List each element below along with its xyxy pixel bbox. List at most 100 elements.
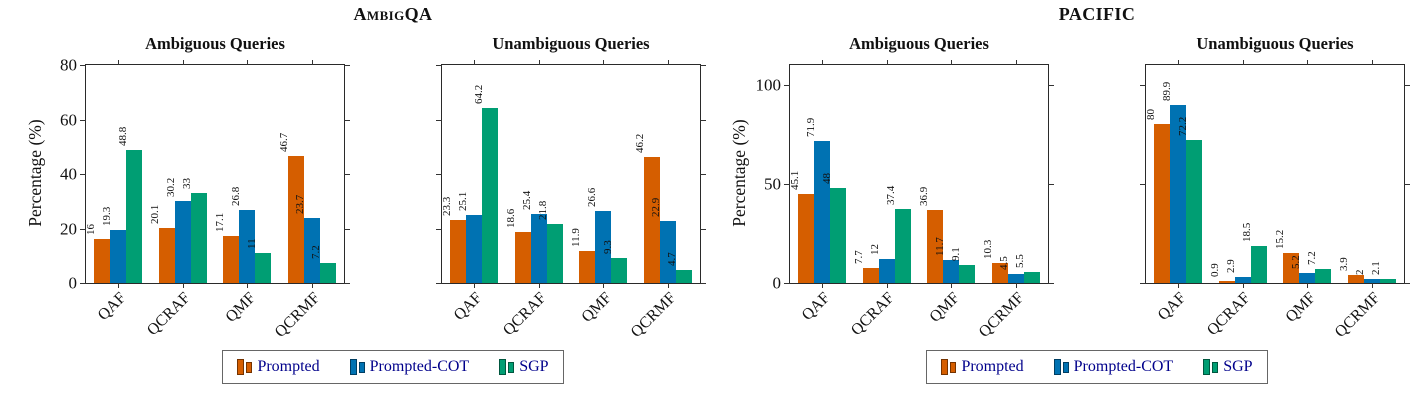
bar-value-label: 2.1 xyxy=(1370,261,1383,275)
bar-sgp-qmf xyxy=(611,257,628,283)
bar-value-label: 11.7 xyxy=(933,236,946,256)
x-axis-tick xyxy=(603,60,605,65)
legend-item-prompted-cot: Prompted-COT xyxy=(1053,358,1174,376)
bar-prompted-qcraf xyxy=(862,267,879,283)
y-axis-tick xyxy=(80,228,86,230)
x-category-label: QMF xyxy=(1282,289,1319,326)
legend-item-sgp: SGP xyxy=(499,358,549,376)
bar-value-label: 26.6 xyxy=(585,187,598,207)
bar-value-label: 10.3 xyxy=(982,239,995,259)
bar-value-label: 2 xyxy=(1354,269,1367,276)
bar-value-label: 0.9 xyxy=(1209,263,1222,278)
legend-label: Prompted xyxy=(961,358,1024,375)
x-category-label: QMF xyxy=(222,289,259,326)
y-axis-tick xyxy=(344,119,350,121)
bar-value-label: 30.2 xyxy=(165,177,178,197)
bar-prompted-cot-qaf xyxy=(814,140,831,283)
bar-swatch-icon xyxy=(349,359,365,375)
bar-prompted-cot-qcrmf xyxy=(1007,274,1024,283)
bar-value-label: 2.9 xyxy=(1225,259,1238,274)
bar-value-label: 72.2 xyxy=(1176,116,1189,136)
bar-value-label: 45.1 xyxy=(788,170,801,190)
y-axis-tick xyxy=(784,283,790,284)
bar-swatch-icon xyxy=(237,359,253,375)
x-category-label: QAF xyxy=(94,289,130,324)
y-tick-label: 0 xyxy=(772,273,782,293)
x-axis-tick xyxy=(247,283,249,288)
x-category-label: QCRMF xyxy=(627,289,680,341)
y-tick-label: 60 xyxy=(60,110,77,129)
bar-value-label: 25.1 xyxy=(456,191,469,211)
bar-sgp-qcrmf xyxy=(1379,278,1396,283)
legend-label: SGP xyxy=(519,358,549,375)
bar-sgp-qaf xyxy=(830,187,847,283)
y-tick-label: 40 xyxy=(60,164,77,184)
y-axis-tick xyxy=(1048,183,1054,185)
x-axis-tick xyxy=(603,283,605,288)
bar-sgp-qcraf xyxy=(894,208,911,283)
x-category-label: QMF xyxy=(578,289,615,326)
y-axis-tick xyxy=(700,228,706,230)
x-axis-tick xyxy=(247,60,249,65)
bar-value-label: 46.2 xyxy=(634,133,647,154)
legend-box: Prompted Prompted-COT SGP xyxy=(926,350,1268,384)
bar-value-label: 64.2 xyxy=(472,84,485,105)
y-axis-tick xyxy=(1404,84,1410,86)
x-axis-tick xyxy=(1178,60,1180,65)
x-axis-tick xyxy=(951,283,953,288)
bar-value-label: 89.9 xyxy=(1160,81,1173,101)
legend-box: Prompted Prompted-COT SGP xyxy=(222,350,564,384)
bar-prompted-qaf xyxy=(94,239,111,283)
legend-label: Prompted-COT xyxy=(1073,358,1174,375)
legend-ambigqa: Prompted Prompted-COT SGP xyxy=(85,350,701,384)
bar-prompted-qcraf xyxy=(1218,281,1235,283)
bar-prompted-cot-qaf xyxy=(1170,104,1187,283)
bar-value-label: 48 xyxy=(820,172,833,184)
chart-title: Ambiguous Queries xyxy=(145,34,285,53)
bar-prompted-cot-qmf xyxy=(595,210,612,283)
bar-value-label: 26.8 xyxy=(229,186,242,206)
bar-prompted-qmf xyxy=(579,250,596,283)
bar-sgp-qaf xyxy=(482,108,499,283)
group-title-ambigqa: AmbigQA xyxy=(353,4,433,24)
x-axis-tick xyxy=(538,283,540,288)
bar-value-label: 7.2 xyxy=(310,245,323,260)
bar-prompted-cot-qcraf xyxy=(530,213,547,283)
bar-value-label: 3.9 xyxy=(1338,257,1351,272)
bar-value-label: 5.5 xyxy=(1014,254,1027,269)
x-category-label: QCRMF xyxy=(271,289,324,341)
x-category-label: QCRAF xyxy=(500,289,551,340)
x-axis-tick xyxy=(118,60,120,65)
bar-prompted-qmf xyxy=(1283,252,1300,283)
bar-value-label: 18.6 xyxy=(505,209,518,229)
bar-prompted-cot-qcraf xyxy=(878,259,895,283)
bar-prompted-cot-qcrmf xyxy=(303,218,320,283)
plot-area: 0 50 100 QAF 45.1 71.9 48 QCRAF 7.7 12 37.4 QMF 36.9… xyxy=(756,60,1054,341)
plot-area: 0 20 40 60 80 QAF 16 19.3 48.8 QCRAF 20.1 30.2 33 QMF… xyxy=(60,57,350,341)
y-axis-tick xyxy=(80,119,86,121)
bar-sgp-qaf xyxy=(1186,139,1203,283)
bar-value-label: 80 xyxy=(1144,109,1157,121)
bar-value-label: 9.3 xyxy=(601,239,614,254)
bar-prompted-qaf xyxy=(798,193,815,283)
x-axis-tick xyxy=(1307,283,1309,288)
bar-value-label: 36.9 xyxy=(917,186,930,206)
bar-value-label: 33 xyxy=(181,178,194,190)
y-axis-tick xyxy=(80,174,86,175)
bar-value-label: 48.8 xyxy=(116,126,129,147)
x-axis-tick xyxy=(1242,283,1244,288)
chart-pacific-ambiguous: Ambiguous Queries Percentage (%) 0 50 100 Q… xyxy=(729,34,1054,341)
legend-label: Prompted xyxy=(257,358,320,375)
group-title-pacific: PACIFIC xyxy=(1058,4,1136,24)
y-axis-tick xyxy=(1048,84,1054,86)
bar-value-label: 46.7 xyxy=(278,132,291,152)
y-axis-tick xyxy=(700,119,706,121)
x-category-label: QAF xyxy=(450,289,486,324)
y-axis-tick xyxy=(784,183,790,185)
bar-prompted-qmf xyxy=(927,209,944,283)
bar-value-label: 11 xyxy=(245,238,258,250)
plot-area: QAF 80 89.9 72.2 QCRAF 0.9 2.9 18.5 QMF 15.2 5.2 7.… xyxy=(1140,60,1410,341)
bar-prompted-cot-qmf xyxy=(239,209,256,283)
y-axis-tick xyxy=(1140,84,1146,86)
